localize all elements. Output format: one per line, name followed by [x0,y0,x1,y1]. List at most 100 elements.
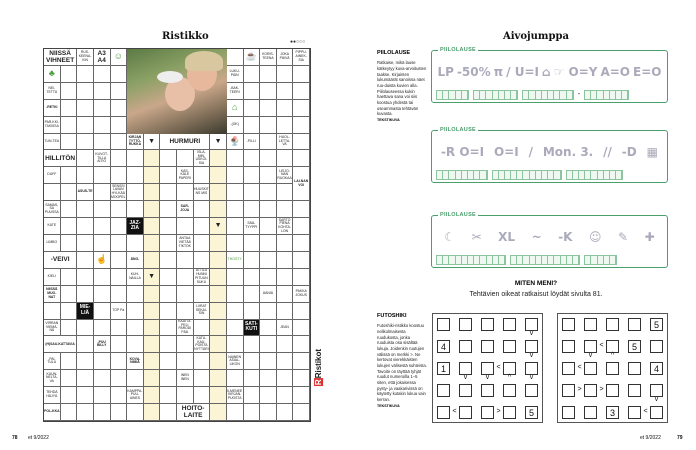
answer-cell[interactable] [243,65,261,83]
answer-cell[interactable] [276,201,294,219]
answer-word[interactable] [436,89,469,100]
answer-cell[interactable] [293,150,310,168]
answer-cell[interactable] [260,234,277,252]
answer-cell[interactable] [276,82,294,100]
futoshiki-cell[interactable] [481,362,494,375]
answer-cell[interactable] [243,336,261,354]
answer-cell[interactable] [210,251,227,269]
futoshiki-cell[interactable] [459,340,472,353]
answer-cell[interactable] [260,150,277,168]
answer-cell[interactable] [193,285,211,303]
answer-cell[interactable] [143,353,161,371]
answer-cell[interactable] [110,201,128,219]
answer-cell[interactable] [44,302,61,320]
answer-cell[interactable] [243,404,261,421]
futoshiki-cell[interactable] [481,406,494,419]
answer-cell[interactable] [210,302,227,320]
answer-cell[interactable] [127,302,144,320]
answer-word[interactable] [510,254,581,265]
answer-cell[interactable] [93,201,111,219]
answer-cell[interactable] [93,234,111,252]
futoshiki-cell[interactable] [481,340,494,353]
futoshiki-cell[interactable] [562,362,575,375]
answer-cell[interactable] [127,150,144,168]
futoshiki-cell[interactable] [650,384,663,397]
answer-cell[interactable] [210,353,227,371]
answer-cell[interactable] [60,99,78,117]
futoshiki-cell[interactable]: 4 [437,340,450,353]
answer-cell[interactable] [143,234,161,252]
futoshiki-cell[interactable] [525,340,538,353]
answer-word[interactable] [584,254,618,265]
answer-cell[interactable] [77,167,94,185]
answer-cell[interactable] [260,336,277,354]
answer-cell[interactable] [60,82,78,100]
answer-cell[interactable] [243,285,261,303]
answer-cell[interactable] [260,404,277,421]
answer-cell[interactable] [110,65,128,83]
answer-cell[interactable] [143,150,161,168]
answer-cell[interactable] [226,218,244,235]
answer-cell[interactable] [276,234,294,252]
answer-word[interactable] [491,169,562,180]
answer-cell[interactable] [243,150,261,168]
futoshiki-cell[interactable] [525,384,538,397]
answer-cell[interactable] [243,353,261,371]
answer-cell[interactable] [293,319,310,337]
futoshiki-cell[interactable] [437,406,450,419]
answer-cell[interactable] [177,302,194,320]
answer-cell[interactable] [193,201,211,219]
answer-cell[interactable] [177,218,194,235]
answer-cell[interactable] [260,65,277,83]
answer-cell[interactable] [77,99,94,117]
answer-cell[interactable] [143,184,161,202]
answer-cell[interactable] [77,65,94,83]
answer-cell[interactable] [77,404,94,421]
answer-cell[interactable] [93,387,111,405]
answer-cell[interactable] [193,353,211,371]
futoshiki-cell[interactable] [503,406,516,419]
answer-cell[interactable] [77,353,94,371]
answer-cell[interactable] [293,99,310,117]
answer-cell[interactable] [210,167,227,185]
answer-cell[interactable] [226,404,244,421]
answer-cell[interactable] [160,268,177,286]
futoshiki-cell[interactable] [437,318,450,331]
answer-cell[interactable] [93,302,111,320]
answer-cell[interactable] [143,370,161,388]
answer-cell[interactable] [77,234,94,252]
answer-cell[interactable] [93,99,111,117]
futoshiki-cell[interactable]: 3 [606,406,619,419]
answer-cell[interactable] [160,218,177,235]
answer-cell[interactable] [77,133,94,151]
answer-cell[interactable] [60,319,78,337]
futoshiki-cell[interactable] [503,318,516,331]
futoshiki-cell[interactable] [503,384,516,397]
answer-cell[interactable] [93,184,111,202]
answer-cell[interactable] [93,268,111,286]
futoshiki-cell[interactable] [562,340,575,353]
answer-cell[interactable] [276,302,294,320]
answer-cell[interactable] [160,150,177,168]
answer-cell[interactable] [210,319,227,337]
answer-cell[interactable] [276,251,294,269]
answer-cell[interactable] [276,336,294,354]
answer-cell[interactable] [110,285,128,303]
answer-cell[interactable] [110,268,128,286]
answer-cell[interactable] [260,133,277,151]
answer-cell[interactable] [177,285,194,303]
answer-cell[interactable] [127,336,144,354]
answer-cell[interactable] [160,302,177,320]
answer-cell[interactable] [160,251,177,269]
answer-cell[interactable] [177,353,194,371]
answer-cell[interactable] [77,251,94,269]
answer-cell[interactable] [260,353,277,371]
answer-cell[interactable] [210,404,227,421]
answer-cell[interactable] [243,251,261,269]
answer-cell[interactable] [77,268,94,286]
answer-cell[interactable] [60,116,78,134]
futoshiki-cell[interactable] [628,384,641,397]
answer-cell[interactable] [293,218,310,235]
answer-cell[interactable] [110,167,128,185]
answer-cell[interactable] [193,218,211,235]
